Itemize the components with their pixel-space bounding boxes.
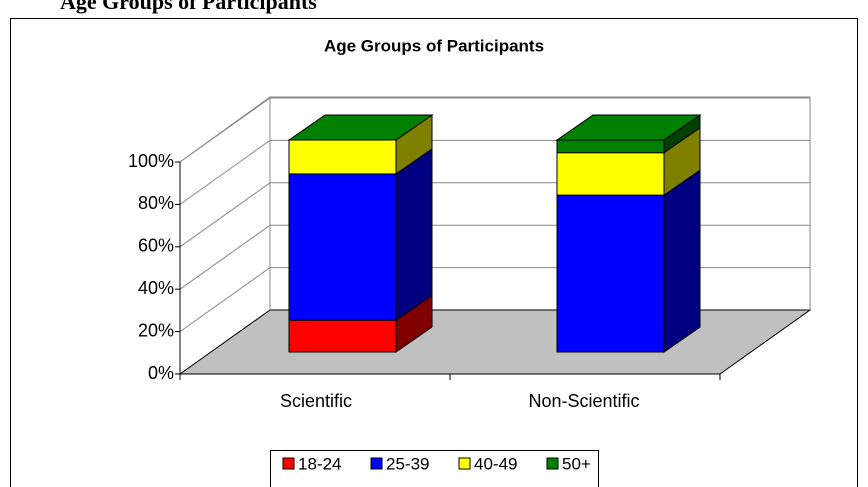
y-tick-label: 40% (138, 278, 174, 298)
legend-swatch (282, 457, 295, 470)
bar-segment (556, 152, 665, 196)
bar-side (395, 147, 433, 322)
bar-segment (556, 139, 665, 154)
x-tick-label: Scientific (280, 391, 352, 411)
legend-label: 25-39 (386, 454, 429, 473)
bar-segment (288, 139, 397, 175)
legend-box (270, 450, 599, 487)
chart-title: Age Groups of Participants (324, 36, 544, 55)
heading: Age Groups of Participants (60, 0, 317, 14)
legend-swatch (546, 457, 559, 470)
legend-label: 50+ (562, 454, 591, 473)
x-tick-label: Non-Scientific (528, 391, 639, 411)
y-tick-label: 100% (128, 151, 174, 171)
bar-segment (288, 319, 397, 353)
bar-top (287, 114, 434, 141)
legend-swatch (458, 457, 471, 470)
legend-label: 40-49 (474, 454, 517, 473)
legend-swatch (370, 457, 383, 470)
bar-side (663, 169, 701, 353)
bar-segment (288, 173, 397, 321)
grid-line (179, 97, 810, 163)
floor (178, 309, 812, 375)
y-tick-label: 80% (138, 193, 174, 213)
y-tick-label: 0% (148, 363, 174, 383)
y-tick-label: 60% (138, 236, 174, 256)
bar-top (555, 114, 702, 141)
y-tick-label: 20% (138, 320, 174, 340)
bar-segment (556, 194, 665, 353)
legend-label: 18-24 (298, 454, 341, 473)
